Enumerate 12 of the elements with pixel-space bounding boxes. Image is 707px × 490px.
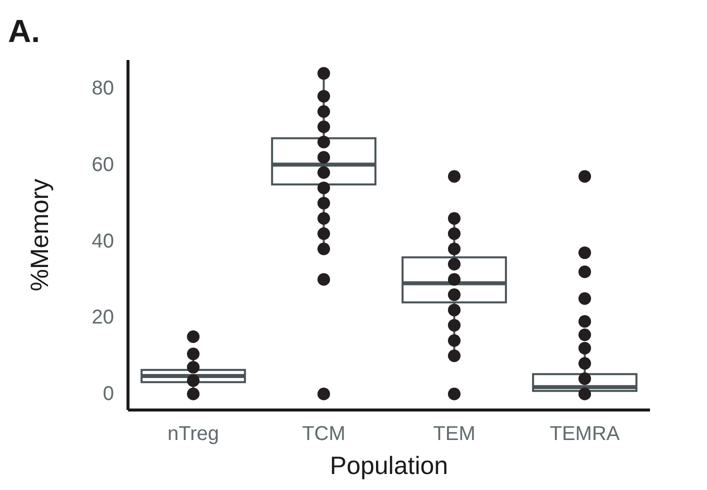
x-tick-label: nTreg	[167, 423, 220, 445]
y-tick-label: 20	[92, 306, 114, 329]
x-axis-title: Population	[330, 452, 448, 480]
y-tick-label: 0	[102, 382, 114, 405]
x-tick-label: TCM	[302, 423, 346, 445]
x-tick-label: TEM	[433, 423, 476, 445]
y-tick-label: 80	[92, 78, 114, 100]
y-tick-label: 60	[92, 154, 114, 176]
chart-title: A.	[8, 13, 40, 49]
y-axis-title: %Memory	[26, 178, 54, 292]
x-tick-label: TEMRA	[550, 423, 620, 445]
y-tick-label: 40	[92, 230, 114, 252]
